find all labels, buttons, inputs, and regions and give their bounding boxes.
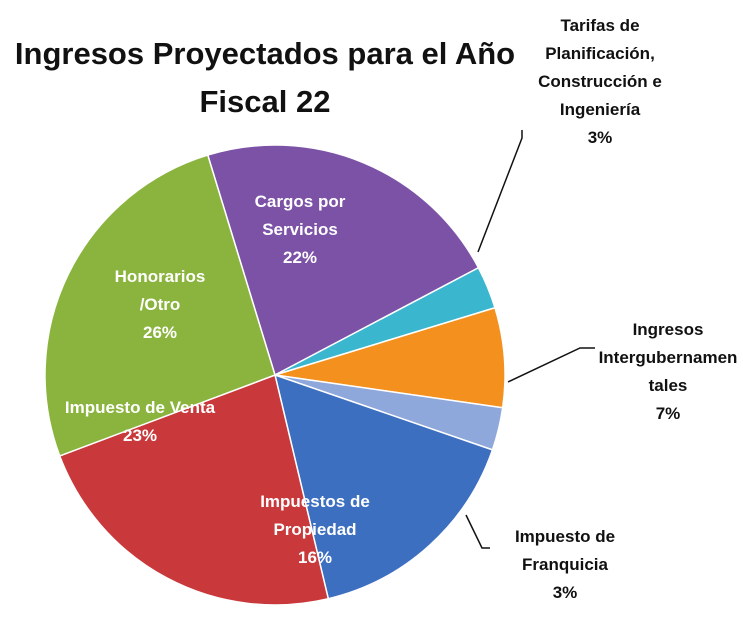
leader-line bbox=[507, 347, 595, 383]
slice-label: Honorarios /Otro 26% bbox=[95, 263, 225, 347]
value-label: 7% bbox=[655, 404, 681, 423]
category-label: Tarifas de Planificación, Construcción e… bbox=[538, 16, 662, 119]
value-label: 16% bbox=[297, 548, 333, 567]
category-label: Honorarios /Otro bbox=[114, 267, 206, 314]
pie-slice bbox=[44, 154, 276, 457]
chart-title: Ingresos Proyectados para el Año Fiscal … bbox=[14, 36, 516, 119]
category-label: Impuestos de Propiedad bbox=[260, 492, 370, 539]
value-label: 22% bbox=[282, 248, 318, 267]
leader-line bbox=[465, 514, 490, 549]
value-label: 26% bbox=[142, 323, 178, 342]
slice-label: Impuesto de Franquicia 3% bbox=[490, 523, 640, 607]
value-label: 3% bbox=[587, 128, 613, 147]
category-label: Ingresos Intergubernamentales bbox=[598, 320, 738, 395]
leader-line bbox=[477, 130, 523, 253]
pie-slice bbox=[273, 373, 494, 600]
slice-label: Ingresos Intergubernamentales 7% bbox=[598, 316, 738, 428]
category-label: Impuesto de Franquicia bbox=[514, 527, 616, 574]
slice-label: Impuesto de Venta 23% bbox=[55, 394, 225, 450]
slice-label: Cargos por Servicios 22% bbox=[225, 188, 375, 272]
value-label: 23% bbox=[122, 426, 158, 445]
pie-slice bbox=[206, 144, 480, 377]
value-label: 3% bbox=[552, 583, 578, 602]
slice-label: Tarifas de Planificación, Construcción e… bbox=[525, 12, 675, 152]
category-label: Cargos por Servicios bbox=[254, 192, 346, 239]
category-label: Impuesto de Venta bbox=[64, 398, 216, 417]
slice-label: Impuestos de Propiedad 16% bbox=[230, 488, 400, 572]
pie-slice bbox=[58, 373, 330, 606]
